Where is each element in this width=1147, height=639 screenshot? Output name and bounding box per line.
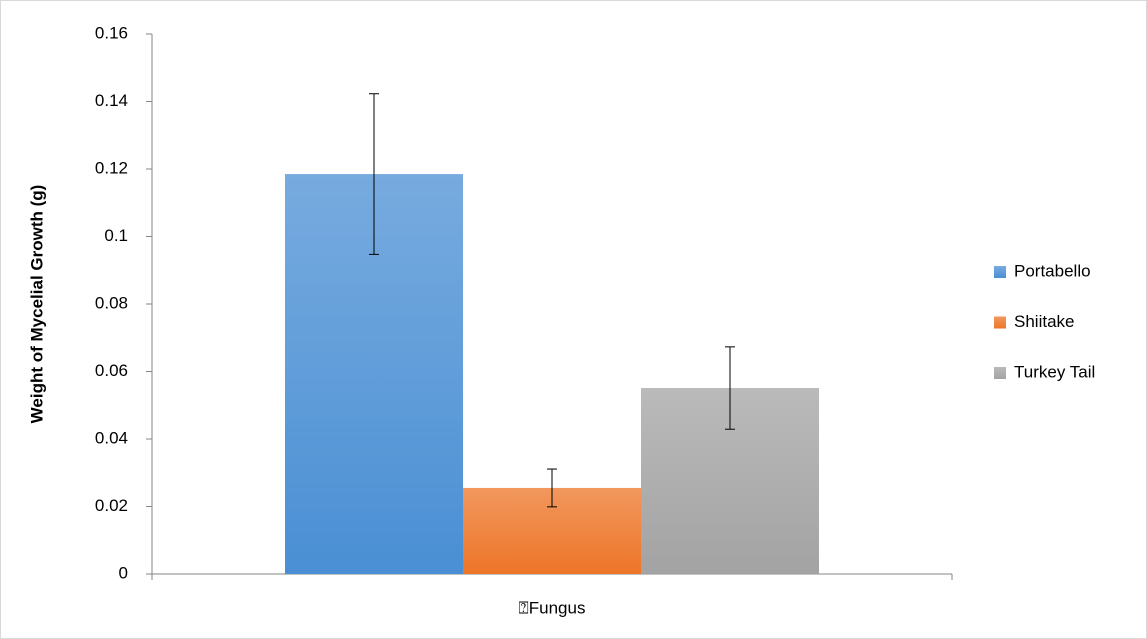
legend-label: Portabello [1014, 261, 1091, 280]
y-tick-label: 0.16 [95, 23, 128, 42]
y-axis-title: Weight of Mycelial Growth (g) [27, 185, 46, 424]
y-tick-label: 0.14 [95, 91, 128, 110]
legend-swatch [994, 266, 1006, 278]
y-tick-label: 0.02 [95, 496, 128, 515]
y-tick-label: 0.1 [104, 226, 128, 245]
error-bar [725, 346, 735, 430]
error-bar [369, 93, 379, 255]
error-bar [547, 468, 557, 508]
y-tick-label: 0.12 [95, 158, 128, 177]
legend-label: Shiitake [1014, 312, 1074, 331]
y-tick-label: 0.08 [95, 293, 128, 312]
legend-swatch [994, 316, 1006, 329]
y-tick-label: 0.04 [95, 428, 128, 447]
x-tick-label: ⍰Fungus [519, 598, 586, 617]
legend-swatch [994, 367, 1006, 379]
y-tick-label: 0 [119, 563, 128, 582]
y-tick-label: 0.06 [95, 361, 128, 380]
legend-label: Turkey Tail [1014, 362, 1095, 381]
